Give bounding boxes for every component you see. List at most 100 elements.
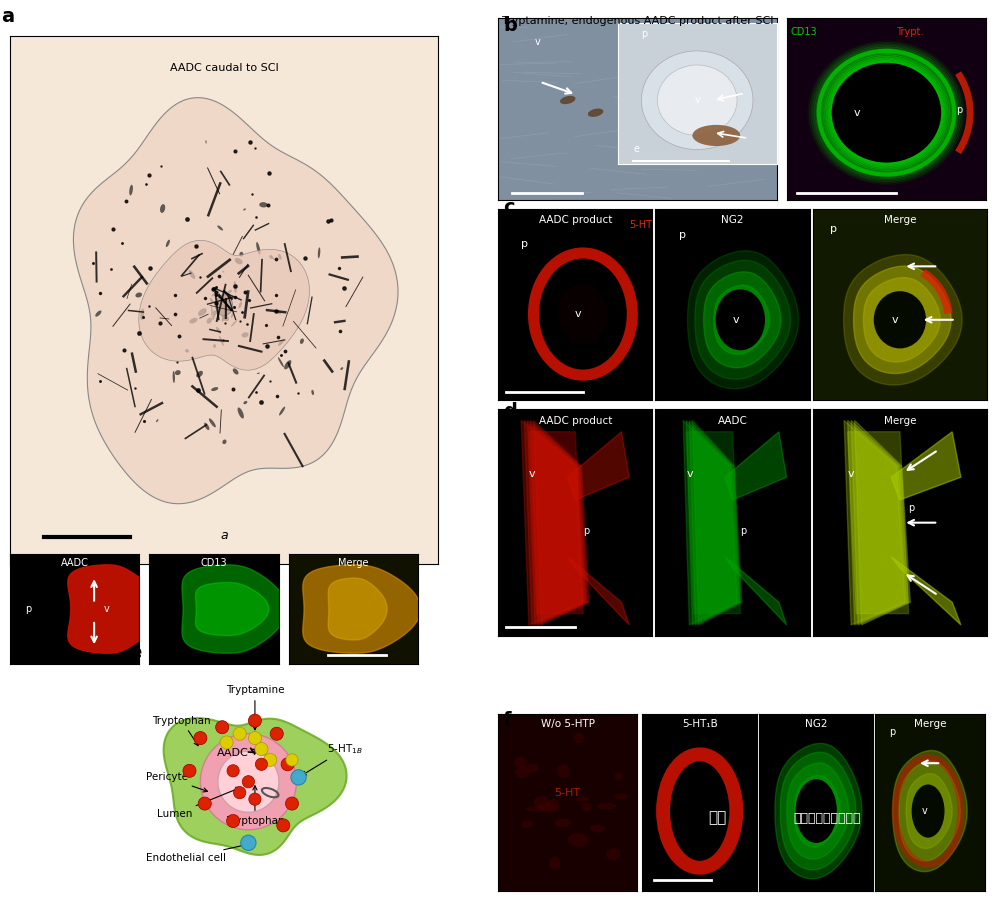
Polygon shape bbox=[906, 774, 952, 848]
Ellipse shape bbox=[225, 290, 232, 295]
Polygon shape bbox=[855, 420, 910, 625]
Text: AADC: AADC bbox=[217, 748, 254, 758]
Ellipse shape bbox=[671, 95, 687, 105]
Polygon shape bbox=[68, 564, 161, 654]
Ellipse shape bbox=[549, 857, 560, 871]
Text: v: v bbox=[922, 806, 927, 816]
Polygon shape bbox=[725, 432, 787, 500]
Ellipse shape bbox=[522, 821, 533, 828]
Text: Merge: Merge bbox=[883, 215, 916, 225]
Circle shape bbox=[233, 786, 246, 799]
Ellipse shape bbox=[238, 407, 244, 418]
Text: W/o 5-HTP: W/o 5-HTP bbox=[541, 719, 595, 729]
Text: v: v bbox=[732, 315, 739, 325]
Ellipse shape bbox=[239, 252, 243, 256]
Text: v: v bbox=[623, 55, 629, 65]
Ellipse shape bbox=[629, 132, 645, 141]
Ellipse shape bbox=[222, 271, 224, 273]
Polygon shape bbox=[864, 277, 940, 362]
Ellipse shape bbox=[534, 796, 550, 808]
Ellipse shape bbox=[156, 419, 158, 422]
Ellipse shape bbox=[598, 803, 616, 809]
Polygon shape bbox=[138, 240, 310, 370]
Text: b: b bbox=[503, 16, 517, 35]
Text: 5-HT: 5-HT bbox=[555, 788, 581, 798]
Polygon shape bbox=[524, 420, 585, 625]
Ellipse shape bbox=[217, 225, 223, 231]
Ellipse shape bbox=[211, 292, 218, 296]
Ellipse shape bbox=[232, 311, 234, 316]
Polygon shape bbox=[200, 734, 297, 830]
Ellipse shape bbox=[234, 281, 237, 293]
Ellipse shape bbox=[212, 314, 215, 320]
Ellipse shape bbox=[212, 310, 217, 315]
Ellipse shape bbox=[278, 339, 285, 346]
Polygon shape bbox=[844, 420, 905, 625]
Ellipse shape bbox=[257, 373, 260, 374]
Polygon shape bbox=[303, 564, 420, 654]
Polygon shape bbox=[780, 753, 856, 870]
Polygon shape bbox=[686, 420, 739, 625]
Ellipse shape bbox=[277, 310, 281, 315]
Ellipse shape bbox=[222, 315, 229, 321]
Ellipse shape bbox=[657, 123, 673, 132]
Text: d: d bbox=[503, 402, 517, 421]
Ellipse shape bbox=[692, 125, 740, 146]
Circle shape bbox=[255, 758, 268, 771]
Text: Merge: Merge bbox=[914, 719, 946, 729]
Ellipse shape bbox=[278, 254, 282, 260]
Ellipse shape bbox=[185, 349, 189, 353]
Polygon shape bbox=[531, 420, 588, 625]
Ellipse shape bbox=[548, 799, 560, 812]
Ellipse shape bbox=[555, 819, 571, 827]
Circle shape bbox=[241, 835, 256, 851]
Ellipse shape bbox=[243, 208, 246, 211]
Ellipse shape bbox=[615, 773, 622, 780]
Text: Tryptamine, endogenous AADC product after SCI: Tryptamine, endogenous AADC product afte… bbox=[502, 16, 773, 26]
Ellipse shape bbox=[209, 418, 216, 427]
Ellipse shape bbox=[312, 390, 314, 395]
Polygon shape bbox=[527, 420, 586, 625]
Ellipse shape bbox=[175, 370, 180, 375]
Ellipse shape bbox=[231, 314, 233, 318]
Circle shape bbox=[216, 721, 229, 734]
Text: c: c bbox=[503, 198, 515, 217]
Ellipse shape bbox=[233, 368, 239, 375]
Ellipse shape bbox=[574, 734, 584, 744]
Polygon shape bbox=[848, 432, 908, 614]
Ellipse shape bbox=[318, 247, 321, 258]
Polygon shape bbox=[854, 266, 951, 374]
Circle shape bbox=[270, 727, 283, 740]
Text: a: a bbox=[1, 6, 15, 25]
Polygon shape bbox=[725, 556, 787, 625]
Ellipse shape bbox=[210, 298, 213, 303]
Ellipse shape bbox=[538, 803, 555, 813]
Ellipse shape bbox=[219, 335, 224, 346]
Text: Tryptamine: Tryptamine bbox=[226, 685, 284, 730]
Circle shape bbox=[248, 714, 262, 727]
Ellipse shape bbox=[271, 255, 275, 260]
Ellipse shape bbox=[256, 242, 260, 255]
Circle shape bbox=[558, 284, 608, 345]
Ellipse shape bbox=[198, 308, 206, 316]
Polygon shape bbox=[195, 583, 269, 635]
Text: p: p bbox=[26, 604, 32, 614]
Polygon shape bbox=[891, 556, 961, 625]
Ellipse shape bbox=[206, 317, 212, 324]
Text: v: v bbox=[575, 309, 582, 319]
Ellipse shape bbox=[165, 240, 170, 247]
Ellipse shape bbox=[222, 440, 226, 445]
Ellipse shape bbox=[189, 318, 197, 324]
Circle shape bbox=[281, 758, 294, 771]
Circle shape bbox=[873, 291, 926, 348]
Polygon shape bbox=[683, 420, 737, 625]
Polygon shape bbox=[787, 763, 849, 859]
Text: e: e bbox=[633, 145, 639, 155]
Polygon shape bbox=[163, 718, 347, 855]
Ellipse shape bbox=[300, 338, 304, 344]
Circle shape bbox=[911, 784, 944, 838]
Text: g: g bbox=[642, 711, 656, 730]
Ellipse shape bbox=[238, 302, 242, 308]
Text: e: e bbox=[128, 643, 141, 662]
Text: 神经科学临床和基础: 神经科学临床和基础 bbox=[793, 812, 861, 824]
